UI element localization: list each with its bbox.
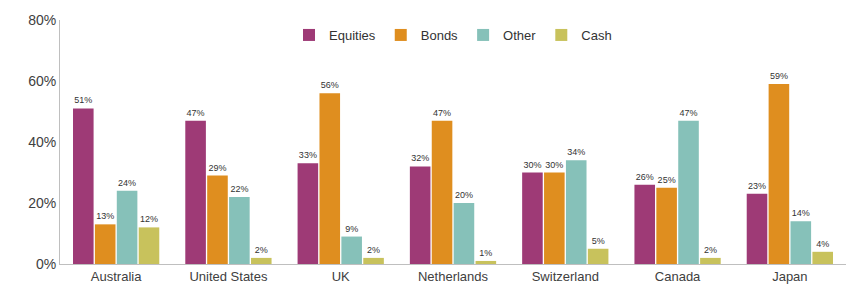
svg-text:Cash: Cash: [581, 28, 611, 43]
svg-text:30%: 30%: [545, 160, 563, 170]
svg-text:30%: 30%: [523, 160, 541, 170]
svg-text:20%: 20%: [455, 190, 473, 200]
svg-text:22%: 22%: [230, 184, 248, 194]
svg-text:Other: Other: [503, 28, 536, 43]
svg-text:13%: 13%: [96, 211, 114, 221]
svg-text:Canada: Canada: [655, 269, 701, 284]
svg-text:47%: 47%: [187, 108, 205, 118]
svg-text:1%: 1%: [479, 248, 492, 258]
svg-text:25%: 25%: [658, 175, 676, 185]
svg-text:UK: UK: [332, 269, 350, 284]
svg-text:51%: 51%: [74, 95, 92, 105]
svg-text:23%: 23%: [748, 181, 766, 191]
svg-text:26%: 26%: [636, 172, 654, 182]
svg-text:32%: 32%: [411, 153, 429, 163]
svg-text:4%: 4%: [816, 239, 829, 249]
svg-text:0%: 0%: [36, 256, 56, 272]
svg-text:5%: 5%: [592, 236, 605, 246]
svg-text:40%: 40%: [28, 134, 56, 150]
svg-text:80%: 80%: [28, 12, 56, 28]
svg-text:12%: 12%: [140, 214, 158, 224]
svg-text:Netherlands: Netherlands: [418, 269, 489, 284]
svg-text:34%: 34%: [567, 147, 585, 157]
svg-text:2%: 2%: [367, 245, 380, 255]
svg-text:20%: 20%: [28, 195, 56, 211]
svg-text:33%: 33%: [299, 150, 317, 160]
svg-text:Japan: Japan: [772, 269, 807, 284]
svg-text:24%: 24%: [118, 178, 136, 188]
svg-text:60%: 60%: [28, 73, 56, 89]
svg-text:Switzerland: Switzerland: [532, 269, 599, 284]
svg-text:56%: 56%: [321, 80, 339, 90]
svg-text:United States: United States: [189, 269, 268, 284]
svg-text:59%: 59%: [770, 71, 788, 81]
svg-text:47%: 47%: [433, 108, 451, 118]
svg-text:2%: 2%: [704, 245, 717, 255]
svg-text:47%: 47%: [680, 108, 698, 118]
svg-text:14%: 14%: [792, 208, 810, 218]
svg-text:9%: 9%: [345, 224, 358, 234]
svg-text:Bonds: Bonds: [421, 28, 458, 43]
svg-text:Equities: Equities: [329, 28, 376, 43]
svg-text:Australia: Australia: [91, 269, 142, 284]
svg-text:2%: 2%: [255, 245, 268, 255]
svg-text:29%: 29%: [208, 163, 226, 173]
